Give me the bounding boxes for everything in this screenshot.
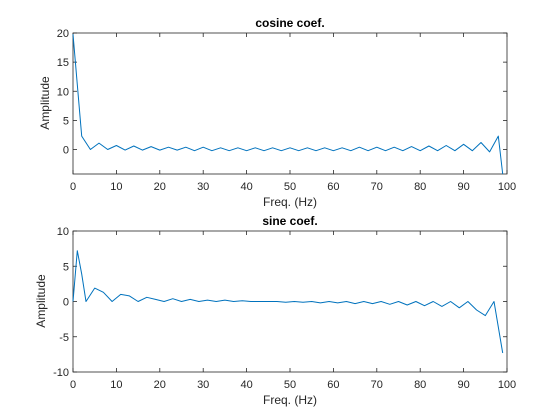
- sine-ytick-label: 0: [63, 297, 69, 309]
- cosine-xtick-label: 80: [414, 181, 426, 193]
- cosine-xtick-label: 10: [110, 181, 122, 193]
- cosine-coef-plot: cosine coef. Freq. (Hz) Amplitude 0 10 20 3…: [38, 16, 516, 209]
- sine-plot-xlabel: Freq. (Hz): [263, 393, 317, 407]
- cosine-plot-ticks: 0 10 20 30 40 50 60 70 80 90 100 0 5 10 15 20: [57, 28, 516, 193]
- sine-xtick-label: 20: [154, 379, 166, 391]
- sine-coef-series: [72, 250, 504, 354]
- cosine-xtick-label: 90: [457, 181, 469, 193]
- cosine-xtick-label: 50: [284, 181, 296, 193]
- cosine-ytick-label: 15: [57, 57, 69, 69]
- cosine-ytick-label: 0: [63, 145, 69, 157]
- sine-xtick-label: 60: [327, 379, 339, 391]
- cosine-ytick-label: 20: [57, 28, 69, 40]
- sine-ytick-label: 5: [63, 261, 69, 273]
- sine-xtick-label: 50: [284, 379, 296, 391]
- sine-xtick-label: 80: [414, 379, 426, 391]
- cosine-xtick-label: 0: [70, 181, 76, 193]
- cosine-xtick-label: 60: [327, 181, 339, 193]
- cosine-ytick-label: 5: [63, 115, 69, 127]
- cosine-coef-series: [72, 34, 504, 175]
- sine-xtick-label: 100: [498, 379, 516, 391]
- sine-xtick-label: 10: [110, 379, 122, 391]
- cosine-xtick-label: 20: [154, 181, 166, 193]
- sine-xtick-label: 40: [240, 379, 252, 391]
- cosine-xtick-label: 70: [371, 181, 383, 193]
- sine-plot-ylabel: Amplitude: [34, 274, 48, 328]
- sine-plot-ticks: 0 10 20 30 40 50 60 70 80 90 100 -10 -5 0 5 10: [53, 226, 516, 391]
- cosine-xtick-label: 40: [240, 181, 252, 193]
- sine-ytick-label: -10: [53, 367, 69, 379]
- sine-xtick-label: 0: [70, 379, 76, 391]
- sine-xtick-label: 90: [457, 379, 469, 391]
- cosine-plot-title: cosine coef.: [255, 16, 324, 30]
- cosine-plot-frame: [72, 32, 508, 175]
- sine-plot-title: sine coef.: [262, 214, 317, 228]
- sine-xtick-label: 70: [371, 379, 383, 391]
- cosine-xtick-label: 100: [498, 181, 516, 193]
- sine-ytick-label: 10: [57, 226, 69, 238]
- sine-xtick-label: 30: [197, 379, 209, 391]
- cosine-xtick-label: 30: [197, 181, 209, 193]
- cosine-plot-xlabel: Freq. (Hz): [263, 195, 317, 209]
- sine-ytick-label: -5: [59, 332, 69, 344]
- cosine-plot-ylabel: Amplitude: [38, 76, 52, 130]
- sine-coef-plot: sine coef. Freq. (Hz) Amplitude 0 10 20 30 4…: [34, 214, 516, 407]
- cosine-ytick-label: 10: [57, 86, 69, 98]
